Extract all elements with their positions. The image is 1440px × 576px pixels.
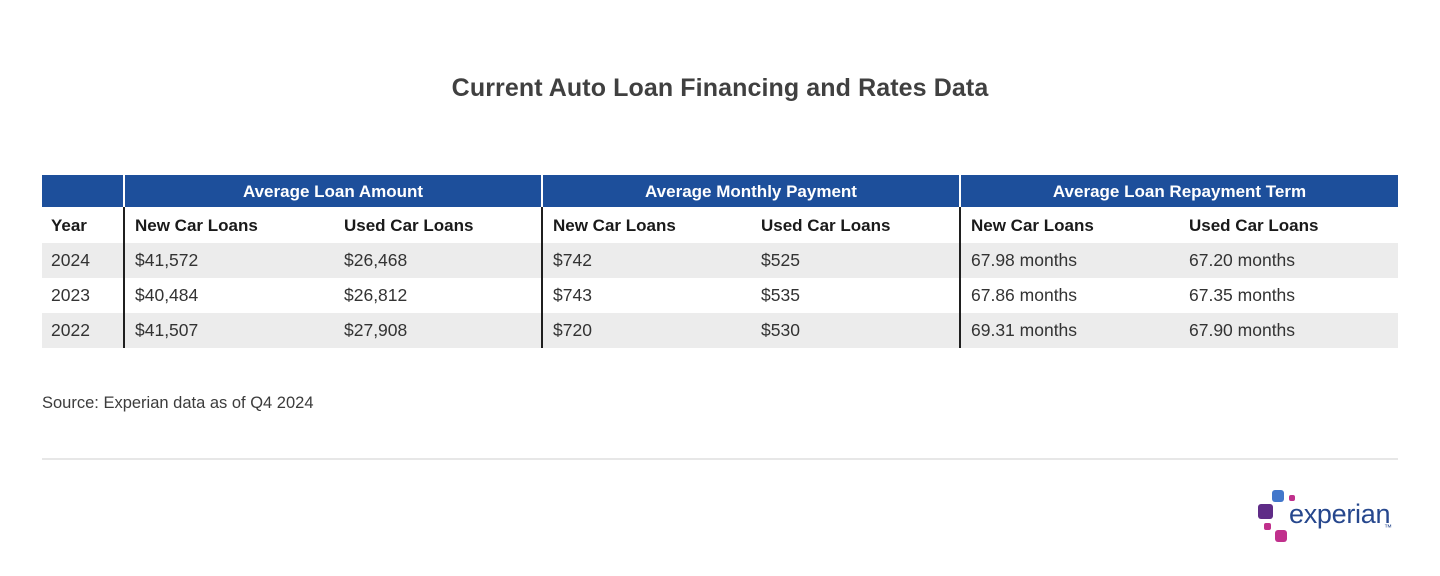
trademark-symbol: ™ xyxy=(1384,523,1392,532)
data-cell: $720 xyxy=(541,313,751,348)
logo-square-magenta-icon xyxy=(1289,495,1295,501)
column-header-year: Year xyxy=(42,207,124,243)
data-cell: $535 xyxy=(761,284,800,305)
footer-divider xyxy=(42,458,1398,460)
logo-square-magenta-icon xyxy=(1275,530,1287,542)
data-cell: $26,812 xyxy=(344,284,408,305)
data-cell: $530 xyxy=(751,313,960,348)
column-header-used-car-loans-payment: Used Car Loans xyxy=(751,207,960,243)
column-header-new-car-loans-amount: New Car Loans xyxy=(123,207,334,243)
experian-wordmark: experian xyxy=(1289,499,1391,529)
table-row-2022: 2022 $41,507 $27,908 $720 $530 69.31 mon… xyxy=(42,313,1399,348)
column-header-used-car-loans-term: Used Car Loans xyxy=(1179,207,1399,243)
data-cell: 67.90 months xyxy=(1179,313,1399,348)
year-cell: 2024 xyxy=(42,243,124,278)
data-cell: $41,572 xyxy=(123,243,334,278)
column-header-new-car-loans-term: New Car Loans xyxy=(959,207,1179,243)
data-cell: $525 xyxy=(751,243,960,278)
data-cell: $27,908 xyxy=(334,313,542,348)
year-cell: 2023 xyxy=(51,284,90,305)
logo-square-magenta-icon xyxy=(1264,523,1271,530)
data-cell: 69.31 months xyxy=(959,313,1179,348)
table-row-2023: 2023 $40,484 $26,812 $743 $535 67.86 mon… xyxy=(42,278,1398,313)
page-title: Current Auto Loan Financing and Rates Da… xyxy=(451,74,989,102)
section-header-average-loan-amount: Average Loan Amount xyxy=(123,175,542,207)
data-cell: $40,484 xyxy=(123,278,334,313)
logo-square-purple-icon xyxy=(1258,504,1273,519)
source-note: Source: Experian data as of Q4 2024 xyxy=(42,394,314,412)
data-cell: $41,507 xyxy=(123,313,334,348)
data-cell: 67.98 months xyxy=(959,243,1179,278)
corner-cell xyxy=(42,175,124,207)
year-cell: 2022 xyxy=(42,313,124,348)
table-column-header-row: Year New Car Loans Used Car Loans New Ca… xyxy=(42,207,1399,243)
data-cell: $26,468 xyxy=(334,243,542,278)
logo-square-blue-icon xyxy=(1272,490,1284,502)
column-header-used-car-loans-amount: Used Car Loans xyxy=(334,207,542,243)
table-section-header-row: Average Loan Amount Average Monthly Paym… xyxy=(42,175,1399,207)
table-row-2024: 2024 $41,572 $26,468 $742 $525 67.98 mon… xyxy=(42,243,1399,278)
data-cell: $743 xyxy=(541,278,751,313)
data-cell: 67.86 months xyxy=(959,278,1179,313)
section-header-average-monthly-payment: Average Monthly Payment xyxy=(541,175,960,207)
experian-logo: experian ™ xyxy=(1258,489,1398,545)
data-cell: $742 xyxy=(541,243,751,278)
section-header-average-loan-repayment-term: Average Loan Repayment Term xyxy=(958,175,1399,207)
data-cell: 67.35 months xyxy=(1189,284,1296,305)
data-cell: 67.20 months xyxy=(1179,243,1399,278)
column-header-new-car-loans-payment: New Car Loans xyxy=(541,207,751,243)
auto-loan-data-table: Average Loan Amount Average Monthly Paym… xyxy=(42,175,1399,348)
